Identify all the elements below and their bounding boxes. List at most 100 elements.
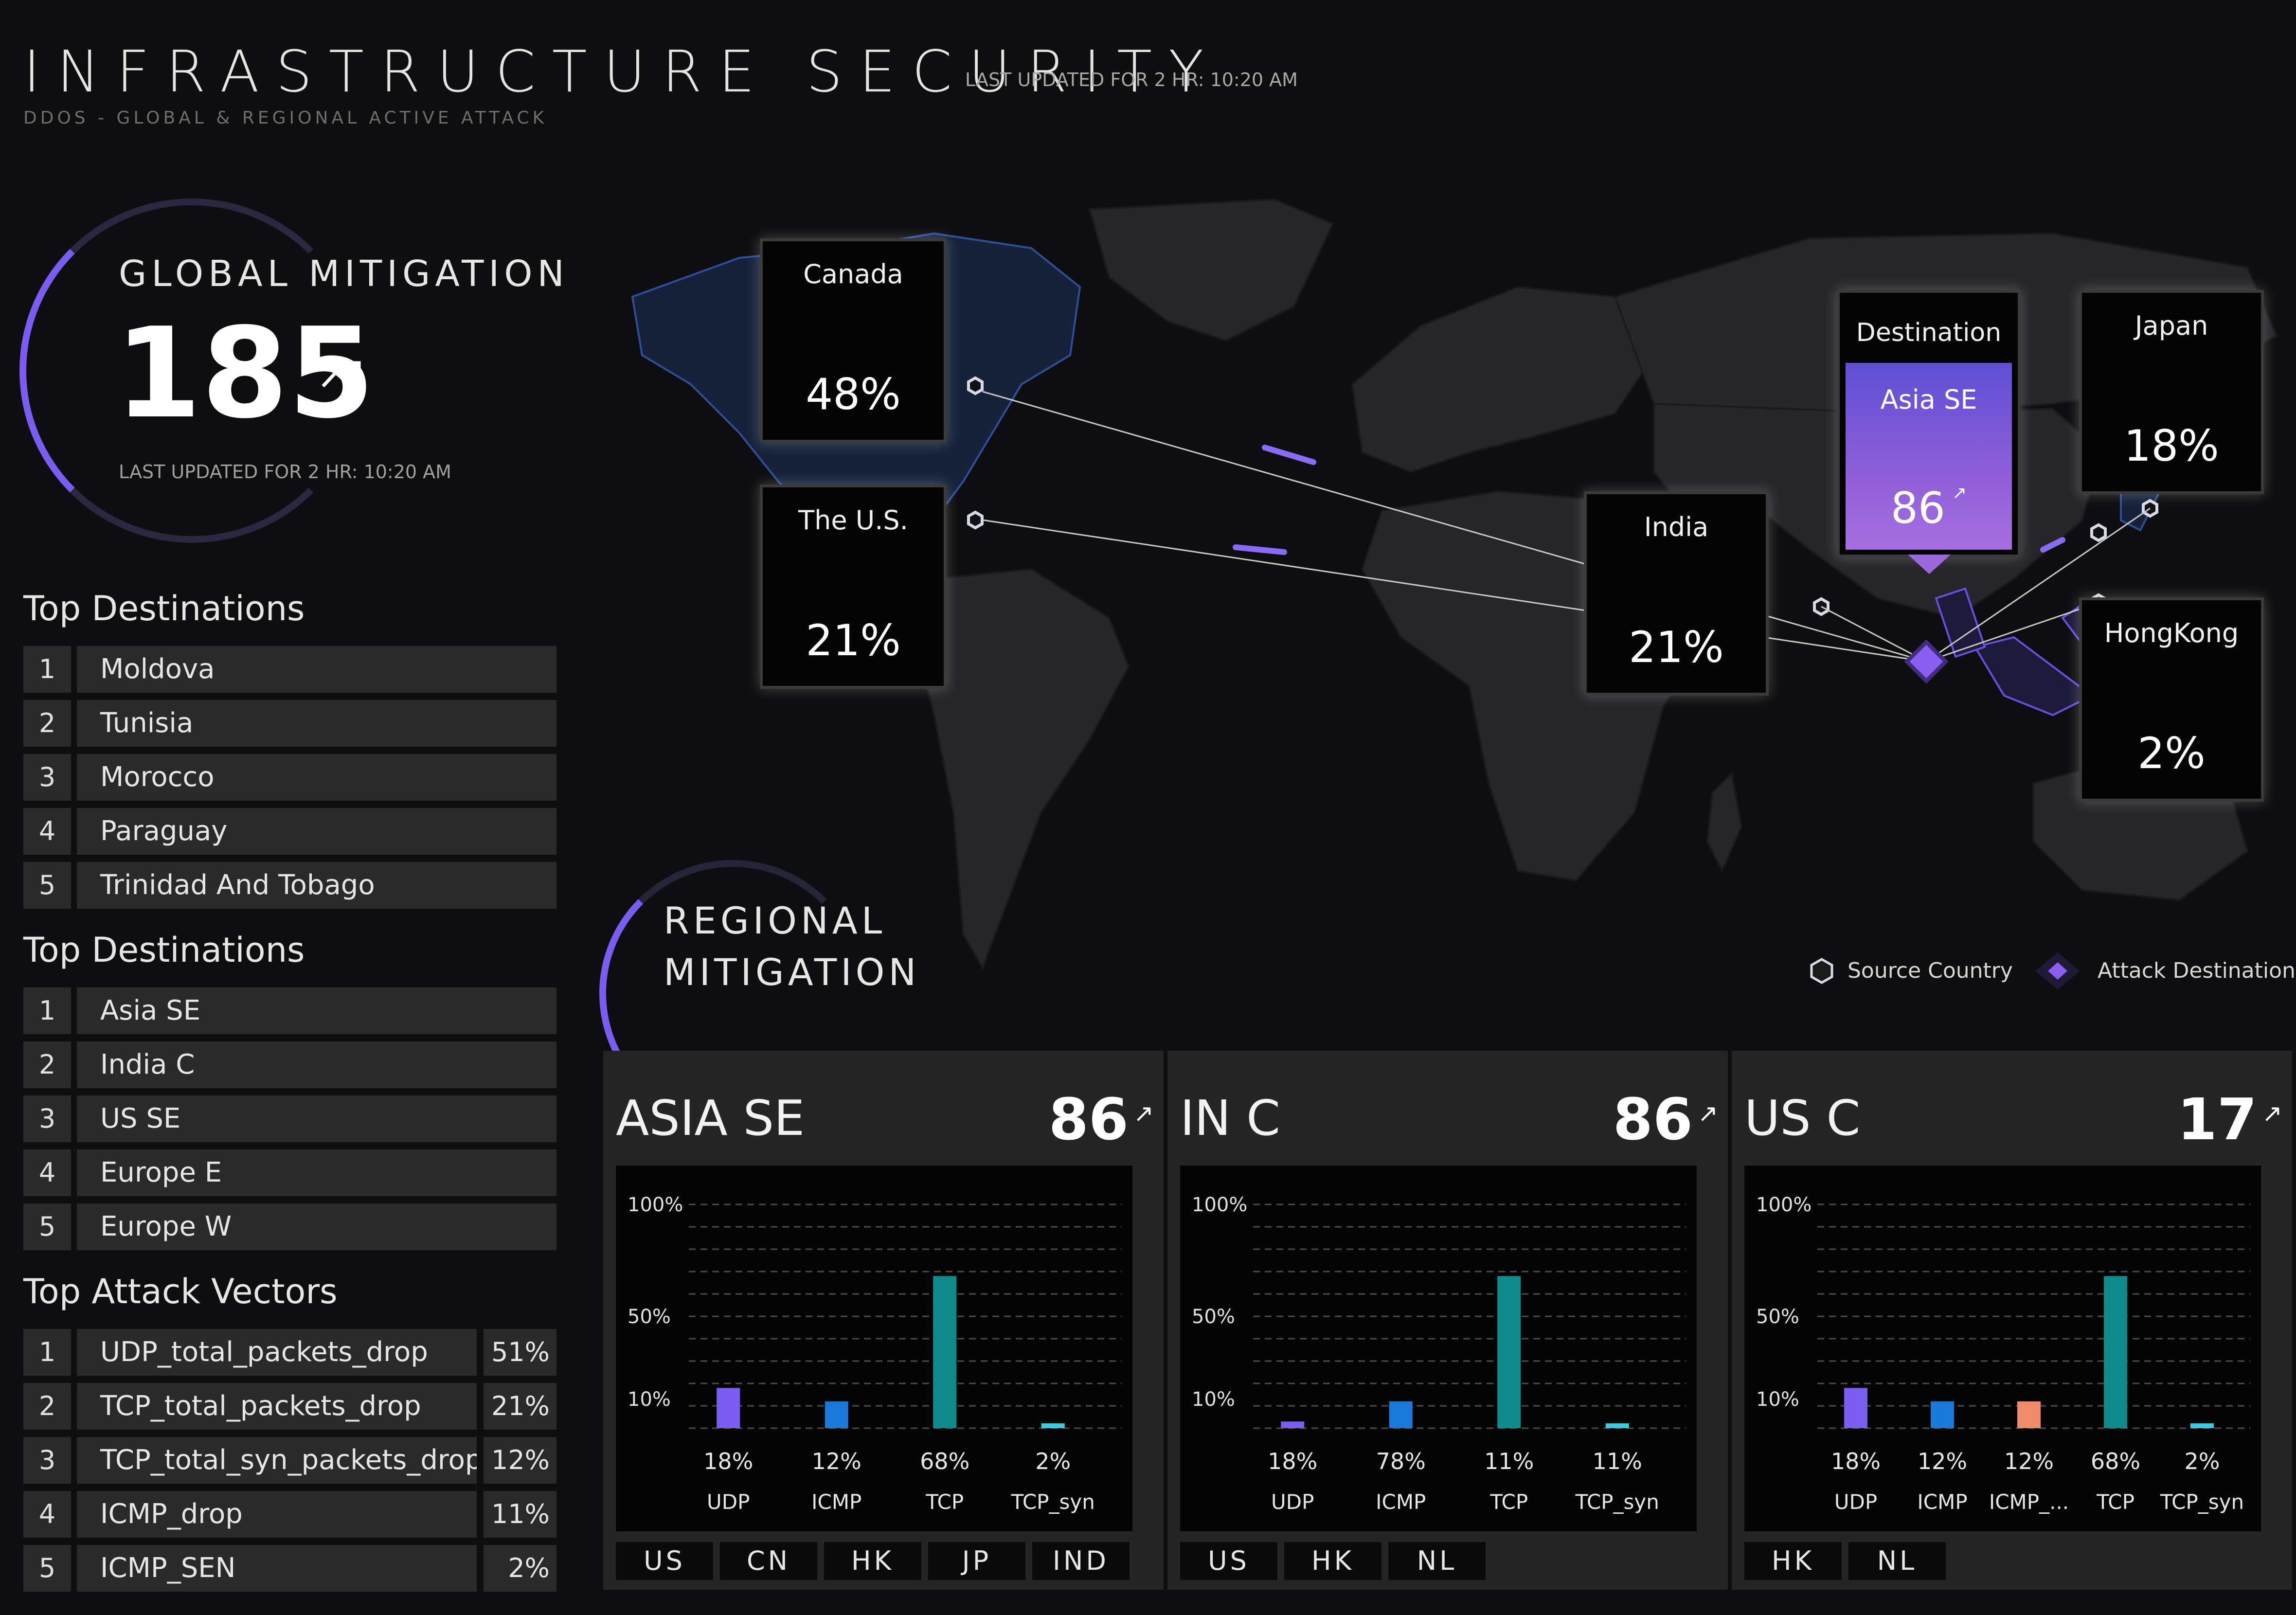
destination-name: Morocco bbox=[77, 754, 556, 801]
vector-percent: 21% bbox=[484, 1383, 556, 1430]
global-mitigation-updated: LAST UPDATED FOR 2 HR: 10:20 AM bbox=[119, 461, 451, 483]
x-category-label: ICMP bbox=[1917, 1490, 1967, 1514]
list-item[interactable]: 3 TCP_total_syn_packets_drop 12% bbox=[23, 1437, 556, 1484]
source-name: HongKong bbox=[2104, 618, 2239, 648]
rank-number: 1 bbox=[23, 987, 71, 1034]
attack-destination-marker bbox=[1904, 639, 1949, 684]
list-item[interactable]: 5 Europe W bbox=[23, 1203, 556, 1250]
rank-number: 3 bbox=[23, 754, 71, 801]
destination-name: India C bbox=[77, 1041, 556, 1088]
bar-value-label: 68% bbox=[2091, 1448, 2140, 1474]
tab-hk[interactable]: HK bbox=[1284, 1542, 1381, 1580]
vector-percent: 2% bbox=[484, 1545, 556, 1592]
panel-asia-se[interactable]: ASIA SE 86 ↗ 100% 50% 10% 18% UDP 12% ICMP 68% T… bbox=[603, 1051, 1164, 1590]
last-updated-label: LAST UPDATED FOR 2 HR: 10:20 AM bbox=[965, 69, 1298, 90]
list-item[interactable]: 3 Morocco bbox=[23, 754, 556, 801]
list-item[interactable]: 3 US SE bbox=[23, 1095, 556, 1142]
destination-highlight: Asia SE 86 ↗ bbox=[1846, 363, 2012, 550]
bar-value-label: 11% bbox=[1484, 1448, 1534, 1474]
tab-nl[interactable]: NL bbox=[1848, 1542, 1946, 1580]
legend-destination-label: Attack Destination bbox=[2098, 958, 2296, 983]
panel-us-c[interactable]: US C 17 ↗ 100% 50% 10% 18% UDP 12% ICMP 12% ICMP… bbox=[1732, 1051, 2292, 1590]
y-tick-label: 50% bbox=[1192, 1306, 1235, 1328]
y-tick-label: 50% bbox=[628, 1306, 671, 1328]
source-card-canada[interactable]: Canada 48% bbox=[760, 238, 947, 443]
bar-tcp_syn[interactable] bbox=[1605, 1423, 1629, 1428]
y-tick-label: 100% bbox=[628, 1194, 683, 1216]
list-item[interactable]: 1 Moldova bbox=[23, 646, 556, 693]
rank-number: 4 bbox=[23, 1149, 71, 1196]
list-item[interactable]: 2 Tunisia bbox=[23, 700, 556, 747]
destination-name: Trinidad And Tobago bbox=[77, 862, 556, 909]
bar-udp[interactable] bbox=[1281, 1421, 1305, 1428]
bar-tcp[interactable] bbox=[1497, 1276, 1521, 1428]
vector-percent: 11% bbox=[484, 1491, 556, 1538]
panel-region: ASIA SE bbox=[616, 1090, 805, 1147]
source-marker-hk2 bbox=[2090, 523, 2107, 542]
bar-value-label: 2% bbox=[2185, 1448, 2220, 1474]
y-tick-label: 100% bbox=[1756, 1194, 1812, 1216]
bar-tcp_syn[interactable] bbox=[1041, 1423, 1065, 1428]
source-name: India bbox=[1644, 512, 1709, 542]
trending-up-icon: ↗ bbox=[1952, 483, 1967, 503]
trending-up-icon bbox=[321, 354, 362, 399]
source-card-us[interactable]: The U.S. 21% bbox=[760, 484, 947, 689]
regional-mitigation-title-line2: MITIGATION bbox=[664, 951, 920, 994]
tab-hk[interactable]: HK bbox=[824, 1542, 921, 1580]
list-item[interactable]: 5 ICMP_SEN 2% bbox=[23, 1545, 556, 1592]
regional-mitigation-title-line1: REGIONAL bbox=[664, 899, 886, 942]
list-item[interactable]: 5 Trinidad And Tobago bbox=[23, 862, 556, 909]
bar-tcp[interactable] bbox=[2104, 1276, 2127, 1428]
destination-card[interactable]: Destination Asia SE 86 ↗ bbox=[1837, 290, 2021, 557]
bar-icmp_[interactable] bbox=[2017, 1401, 2041, 1428]
list-item[interactable]: 4 ICMP_drop 11% bbox=[23, 1491, 556, 1538]
source-marker-canada bbox=[967, 376, 984, 395]
top-attack-vectors-title: Top Attack Vectors bbox=[23, 1272, 338, 1311]
bar-value-label: 68% bbox=[920, 1448, 969, 1474]
source-card-japan[interactable]: Japan 18% bbox=[2079, 290, 2264, 494]
vector-name: TCP_total_packets_drop bbox=[77, 1383, 477, 1430]
list-item[interactable]: 1 Asia SE bbox=[23, 987, 556, 1034]
bar-icmp[interactable] bbox=[1389, 1401, 1413, 1428]
rank-number: 5 bbox=[23, 1203, 71, 1250]
y-tick-label: 100% bbox=[1192, 1194, 1247, 1216]
x-category-label: ICMP_... bbox=[1989, 1490, 2069, 1514]
source-percent: 18% bbox=[2124, 421, 2219, 471]
bar-icmp[interactable] bbox=[1931, 1401, 1954, 1428]
destination-name: Europe W bbox=[77, 1203, 556, 1250]
x-category-label: UDP bbox=[1834, 1490, 1877, 1514]
source-card-hongkong[interactable]: HongKong 2% bbox=[2079, 597, 2264, 802]
top-destinations-regions-title: Top Destinations bbox=[23, 930, 305, 970]
source-percent: 21% bbox=[806, 615, 901, 665]
panel-value: 17 bbox=[2177, 1086, 2257, 1153]
tab-hk[interactable]: HK bbox=[1744, 1542, 1842, 1580]
bar-chart: 100% 50% 10% 18% UDP 78% ICMP 11% TCP 11% TCP_syn bbox=[1180, 1166, 1697, 1531]
source-marker-us bbox=[967, 510, 984, 530]
vector-name: ICMP_drop bbox=[77, 1491, 477, 1538]
tab-ind[interactable]: IND bbox=[1032, 1542, 1130, 1580]
bar-udp[interactable] bbox=[717, 1388, 740, 1428]
source-card-india[interactable]: India 21% bbox=[1584, 491, 1769, 696]
y-tick-label: 50% bbox=[1756, 1306, 1799, 1328]
bar-value-label: 18% bbox=[703, 1448, 753, 1474]
list-item[interactable]: 1 UDP_total_packets_drop 51% bbox=[23, 1329, 556, 1376]
bar-tcp_syn[interactable] bbox=[2190, 1423, 2214, 1428]
list-item[interactable]: 4 Europe E bbox=[23, 1149, 556, 1196]
source-name: Japan bbox=[2135, 310, 2208, 341]
list-item[interactable]: 2 TCP_total_packets_drop 21% bbox=[23, 1383, 556, 1430]
tab-cn[interactable]: CN bbox=[720, 1542, 817, 1580]
tab-us[interactable]: US bbox=[1180, 1542, 1277, 1580]
trending-up-icon: ↗ bbox=[1698, 1099, 1718, 1128]
destination-name: Tunisia bbox=[77, 700, 556, 747]
top-attack-vectors-list: 1 UDP_total_packets_drop 51% 2 TCP_total_pa… bbox=[23, 1329, 556, 1599]
list-item[interactable]: 2 India C bbox=[23, 1041, 556, 1088]
source-name: Canada bbox=[803, 259, 903, 289]
bar-tcp[interactable] bbox=[933, 1276, 957, 1428]
tab-nl[interactable]: NL bbox=[1388, 1542, 1486, 1580]
bar-icmp[interactable] bbox=[825, 1401, 848, 1428]
tab-jp[interactable]: JP bbox=[928, 1542, 1025, 1580]
bar-udp[interactable] bbox=[1844, 1388, 1867, 1428]
list-item[interactable]: 4 Paraguay bbox=[23, 808, 556, 855]
panel-in-c[interactable]: IN C 86 ↗ 100% 50% 10% 18% UDP 78% ICMP 11% TCP 1… bbox=[1167, 1051, 1728, 1590]
tab-us[interactable]: US bbox=[616, 1542, 713, 1580]
